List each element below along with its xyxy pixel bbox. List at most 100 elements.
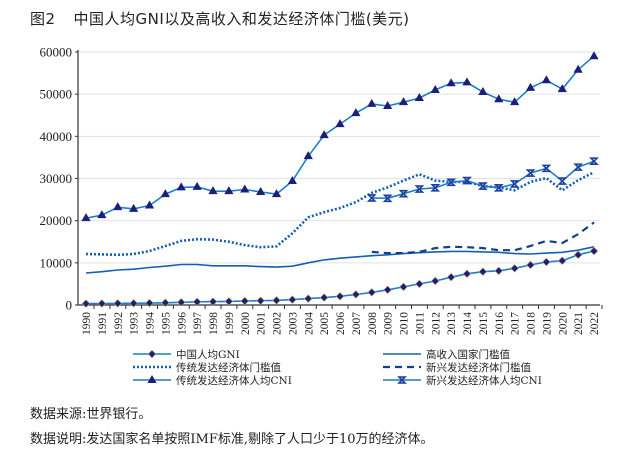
triangle-marker [510, 97, 520, 106]
triangle-marker [494, 94, 504, 103]
y-axis-ticks: 0 10000 20000 30000 40000 50000 60000 [40, 45, 78, 313]
x-marker [589, 157, 599, 166]
diamond-marker [304, 294, 313, 303]
triangle-marker [97, 210, 107, 219]
triangle-marker [287, 176, 297, 185]
diamond-marker [145, 298, 154, 308]
series-line [371, 221, 595, 255]
legend-item: 高收入国家门槛值 [383, 348, 510, 361]
x-marker [366, 194, 377, 202]
x-marker [382, 194, 393, 203]
x-marker [414, 185, 425, 193]
triangle-marker [271, 189, 282, 198]
x-marker [509, 180, 520, 188]
x-tick-label: 2005 [319, 312, 331, 335]
triangle-marker [414, 92, 424, 101]
triangle-marker [256, 186, 266, 195]
triangle-marker [351, 108, 361, 117]
diamond-marker [208, 297, 218, 306]
diamond-marker [558, 256, 567, 265]
x-marker [525, 169, 536, 177]
diamond-marker [319, 293, 329, 302]
x-tick-label: 2022 [589, 312, 601, 335]
x-marker [573, 163, 584, 171]
diamond-marker [288, 295, 297, 304]
diamond-marker [256, 296, 265, 305]
diamond-marker [510, 264, 519, 273]
triangle-marker [192, 181, 202, 190]
x-tick-label: 2020 [557, 312, 569, 335]
diamond-marker [147, 349, 157, 359]
x-tick-label: 2018 [526, 312, 538, 335]
diamond-marker [383, 285, 392, 295]
y-tick-label: 10000 [40, 255, 73, 270]
y-tick-label: 40000 [40, 129, 73, 144]
series-2 [85, 171, 595, 257]
x-tick-label: 1999 [224, 312, 236, 335]
triangle-marker [446, 78, 456, 87]
x-tick-label: 2012 [430, 312, 442, 335]
x-marker [430, 183, 441, 192]
diamond-marker [335, 292, 345, 301]
legend-label: 传统发达经济体人均CNI [176, 374, 292, 387]
x-tick-label: 2002 [272, 312, 284, 335]
legend-label: 高收入国家门槛值 [426, 348, 510, 361]
x-marker [398, 189, 409, 198]
diamond-marker [478, 267, 488, 276]
triangle-marker [303, 151, 313, 160]
gridlines [78, 51, 600, 264]
legend-item: 中国人均GNI [133, 348, 240, 361]
series-3 [371, 221, 595, 255]
x-tick-label: 1991 [97, 312, 109, 335]
triangle-marker [240, 184, 250, 193]
data-explanation-note: 数据说明:发达国家名单按照IMF标准,剔除了人口少于10万的经济体。 [30, 432, 434, 447]
x-tick-label: 1997 [192, 312, 204, 335]
x-marker [462, 176, 472, 185]
line-chart: 0 10000 20000 30000 40000 50000 60000 1990 1991… [40, 45, 603, 387]
y-tick-label: 50000 [40, 87, 73, 102]
x-marker [477, 182, 488, 190]
data-source-note: 数据来源:世界银行。 [30, 407, 152, 422]
legend-label: 传统发达经济体门槛值 [176, 361, 281, 374]
series-group [81, 51, 599, 308]
x-tick-label: 2016 [494, 312, 506, 335]
diamond-marker [542, 257, 551, 267]
triangle-marker [462, 77, 472, 86]
diamond-marker [494, 266, 503, 276]
triangle-marker [147, 375, 157, 383]
x-tick-label: 2009 [383, 312, 395, 335]
x-axis-ticks: 1990 1991 1992 1993 1994 1995 1996 1997 1998 1999… [81, 305, 603, 335]
legend-label: 新兴发达经济体门槛值 [426, 361, 531, 374]
diamond-marker [351, 290, 361, 299]
triangle-marker [319, 130, 329, 139]
x-tick-label: 1994 [145, 312, 157, 335]
diamond-marker [177, 298, 186, 307]
series-1 [85, 246, 595, 274]
triangle-marker [383, 100, 393, 109]
x-marker [493, 183, 504, 192]
triangle-marker [398, 97, 409, 106]
triangle-marker [208, 186, 218, 195]
triangle-marker [589, 51, 599, 60]
y-tick-label: 20000 [40, 213, 73, 228]
diamond-marker [589, 246, 599, 256]
triangle-marker [144, 200, 155, 209]
diamond-marker [462, 269, 472, 279]
x-tick-label: 2004 [303, 312, 315, 335]
diamond-marker [81, 299, 91, 308]
x-tick-label: 2015 [478, 312, 490, 335]
diamond-marker [573, 250, 583, 260]
diamond-marker [224, 297, 234, 306]
triangle-marker [160, 189, 170, 198]
series-5 [366, 157, 599, 203]
x-marker [541, 164, 552, 173]
series-4 [81, 51, 599, 222]
series-line [85, 246, 595, 274]
diamond-marker [97, 299, 107, 308]
x-tick-label: 1992 [113, 312, 125, 335]
x-marker [557, 177, 568, 185]
x-tick-label: 1996 [176, 312, 188, 335]
triangle-marker [113, 202, 123, 211]
x-tick-label: 1995 [160, 312, 172, 335]
x-tick-label: 2017 [510, 312, 522, 335]
